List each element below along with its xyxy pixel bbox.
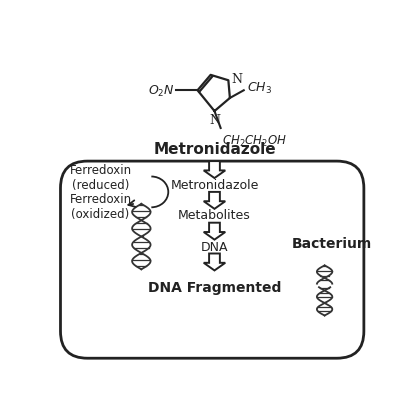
Text: $CH_2CH_2OH$: $CH_2CH_2OH$ [222, 133, 287, 148]
Polygon shape [203, 192, 225, 209]
Polygon shape [203, 223, 225, 240]
Text: Metabolites: Metabolites [178, 209, 250, 222]
Text: Metronidazole: Metronidazole [153, 141, 275, 156]
Text: Ferredoxin
(reduced): Ferredoxin (reduced) [69, 164, 131, 192]
Text: Bacterium: Bacterium [291, 236, 371, 250]
Text: Metronidazole: Metronidazole [170, 178, 258, 191]
Text: $CH_3$: $CH_3$ [246, 81, 271, 95]
Text: N: N [209, 114, 219, 127]
Polygon shape [203, 162, 225, 178]
FancyBboxPatch shape [60, 162, 363, 358]
Text: N: N [231, 73, 242, 86]
Text: DNA Fragmented: DNA Fragmented [147, 280, 280, 294]
Text: DNA: DNA [200, 240, 228, 254]
Text: Ferredoxin
(oxidized): Ferredoxin (oxidized) [69, 192, 131, 220]
Polygon shape [203, 254, 225, 271]
Text: $O_2N$: $O_2N$ [147, 83, 174, 99]
